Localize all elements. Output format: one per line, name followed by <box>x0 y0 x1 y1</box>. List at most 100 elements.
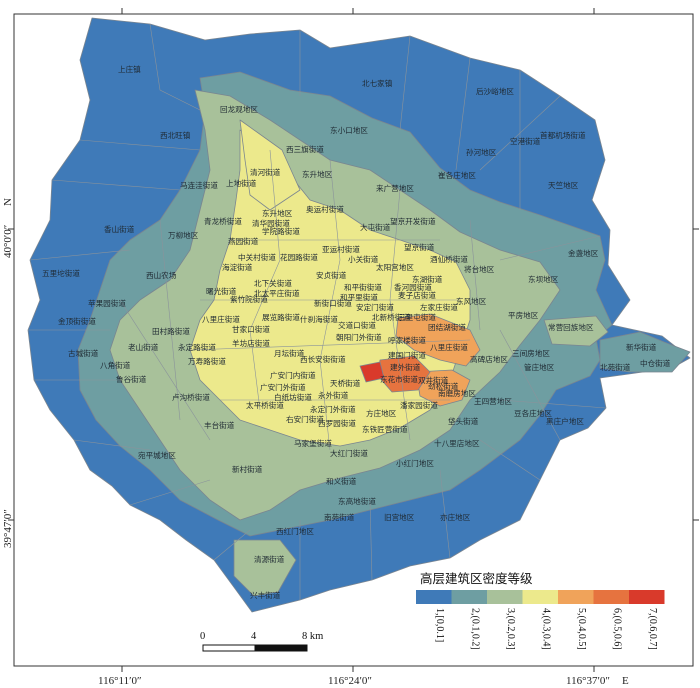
y-axis-suffix: N <box>2 198 14 206</box>
district-label: 安定门街道 <box>356 302 394 312</box>
district-boundaries <box>28 23 607 600</box>
district-label: 和平街街道 <box>344 282 382 292</box>
district-label: 东花市街道 <box>380 374 418 384</box>
legend-labels: 1,[0,0.1] 2,(0.1,0.2] 3,(0.2,0.3] 4,(0.3,0.… <box>434 608 658 650</box>
district-label: 西红门地区 <box>276 526 314 536</box>
east-cluster-5b <box>415 369 471 407</box>
east-spur-2 <box>599 331 691 373</box>
district-label: 田村路街道 <box>152 326 190 336</box>
district-label: 孙河地区 <box>466 147 497 157</box>
district-label: 燕园街道 <box>228 236 259 246</box>
district-label: 香河园街道 <box>394 282 432 292</box>
district-label: 东湖街道 <box>412 274 443 284</box>
district-label: 旧宫地区 <box>384 512 415 522</box>
district-label: 北七家镇 <box>362 78 393 88</box>
district-label: 小红门地区 <box>396 458 434 468</box>
x-axis-suffix: E <box>622 675 629 687</box>
district-label: 团结湖街道 <box>428 322 466 332</box>
district-label: 平房地区 <box>508 310 539 320</box>
district-label: 建国门街道 <box>388 350 426 360</box>
district-label: 来广营地区 <box>376 183 414 193</box>
x-tick-label: 116°24′0″ <box>328 675 372 687</box>
district-label: 新街口街道 <box>314 298 352 308</box>
district-label: 学院路街道 <box>262 226 300 236</box>
district-label: 月坛街道 <box>274 348 305 358</box>
legend-swatch <box>629 590 665 604</box>
y-tick-label: 40°0′0″ <box>2 225 14 258</box>
legend-swatch <box>487 590 523 604</box>
district-label: 豆各庄地区 <box>514 408 552 418</box>
district-label: 金盏地区 <box>568 248 599 258</box>
legend-swatches <box>416 590 665 604</box>
district-label: 首都机场街道 <box>540 130 586 140</box>
district-label: 宛平城地区 <box>138 450 176 460</box>
district-label: 新华街道 <box>626 342 657 352</box>
district-label: 新村街道 <box>232 464 263 474</box>
district-label: 羊坊店街道 <box>232 338 270 348</box>
legend-label: 1,[0,0.1] <box>434 608 445 642</box>
district-label: 西北旺镇 <box>160 130 191 140</box>
district-label: 东升地区 <box>262 208 293 218</box>
tick-marks <box>8 8 699 672</box>
district-label: 王四营地区 <box>474 396 512 406</box>
district-label: 常营回族地区 <box>548 322 594 332</box>
legend-label: 5,(0.4,0.5] <box>576 608 587 650</box>
district-label: 潘家园街道 <box>400 400 438 410</box>
district-label: 金顶街街道 <box>58 316 96 326</box>
district-label: 回龙观地区 <box>220 104 258 114</box>
district-label: 右安门街道 <box>286 414 324 424</box>
district-label: 高碑店地区 <box>470 354 508 364</box>
district-label: 望京街道 <box>404 242 435 252</box>
district-label: 八里庄街道 <box>430 342 468 352</box>
legend-title: 高层建筑区密度等级 <box>420 571 533 586</box>
east-cluster-5a <box>395 313 481 367</box>
district-label: 垡头街道 <box>448 416 479 426</box>
district-label: 苹果园街道 <box>88 298 126 308</box>
district-label: 永定路街道 <box>178 342 216 352</box>
legend-label: 4,(0.3,0.4] <box>540 608 551 650</box>
x-tick-label: 116°11′0″ <box>98 675 142 687</box>
legend-label: 2,(0.1,0.2] <box>469 608 480 650</box>
district-label: 南苑街道 <box>324 512 355 522</box>
legend-swatch <box>558 590 594 604</box>
district-label: 东铁匠营街道 <box>362 424 408 434</box>
scale-label: 8 km <box>302 631 323 642</box>
y-tick-label: 39°47′0″ <box>2 509 14 548</box>
district-label: 万柳地区 <box>168 230 199 240</box>
district-label: 亚运村街道 <box>322 244 360 254</box>
district-label: 万寿路街道 <box>188 356 226 366</box>
district-label: 中仓街道 <box>640 358 671 368</box>
district-label: 小关街道 <box>348 254 379 264</box>
district-label: 黑庄户地区 <box>546 416 584 426</box>
district-label: 望京开发街道 <box>390 216 436 226</box>
district-label: 大屯街道 <box>360 222 391 232</box>
district-label: 青龙桥街道 <box>204 216 242 226</box>
district-label: 海淀街道 <box>222 262 253 272</box>
district-label: 八里庄街道 <box>202 314 240 324</box>
legend-label: 3,(0.2,0.3] <box>505 608 516 650</box>
district-label: 呼家楼街道 <box>388 335 426 345</box>
district-label: 麦子店街道 <box>398 290 436 300</box>
district-label: 广安门内街道 <box>270 370 316 380</box>
district-label: 清源街道 <box>254 554 285 564</box>
district-label: 永定门外街道 <box>310 404 356 414</box>
district-label: 卢沟桥街道 <box>172 392 210 402</box>
district-label: 马连洼街道 <box>180 180 218 190</box>
south-block-3 <box>233 539 297 597</box>
scale-label: 0 <box>200 631 205 642</box>
district-label: 曙光街道 <box>206 286 237 296</box>
scale-segment-white <box>202 644 256 652</box>
district-label: 老山街道 <box>128 342 159 352</box>
district-label: 方庄地区 <box>366 408 397 418</box>
district-label: 八角街道 <box>100 360 131 370</box>
district-label: 双井街道 <box>418 375 449 385</box>
legend: 高层建筑区密度等级 1,[0,0.1] 2,(0.1,0.2] 3,(0.2,0.3… <box>416 571 665 650</box>
district-label: 十八里店地区 <box>434 438 480 448</box>
district-label: 左家庄街道 <box>420 302 458 312</box>
district-label: 天竺地区 <box>548 180 579 190</box>
district-label: 太平桥街道 <box>246 400 284 410</box>
district-label: 展览路街道 <box>262 312 300 322</box>
legend-swatch <box>416 590 452 604</box>
district-labels: 上庄镇 北七家镇 回龙观地区 东小口地区 西北旺镇 后沙峪地区 西三旗街道 清河… <box>42 64 671 600</box>
